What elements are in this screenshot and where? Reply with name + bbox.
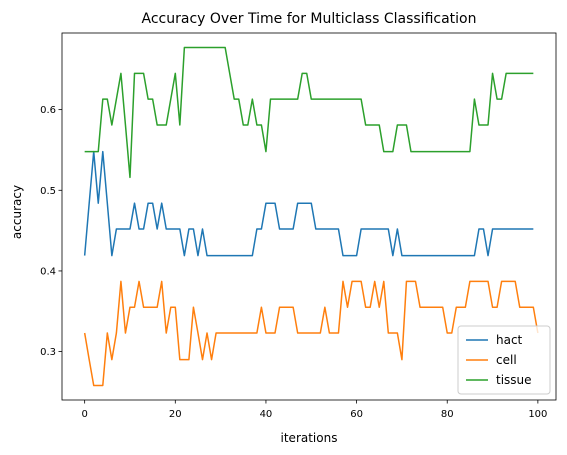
x-axis-label: iterations — [281, 431, 338, 445]
x-tick-label: 40 — [260, 409, 273, 420]
legend-box — [457, 325, 551, 395]
y-tick-label: 0.6 — [40, 105, 56, 116]
x-tick-label: 100 — [528, 409, 547, 420]
x-tick-label: 60 — [350, 409, 363, 420]
legend-label-tissue: tissue — [496, 373, 532, 387]
y-tick-label: 0.5 — [40, 186, 56, 197]
legend-label-cell: cell — [496, 353, 517, 367]
y-axis-label: accuracy — [10, 185, 24, 239]
series-line-cell — [83, 280, 539, 387]
y-tick-label: 0.4 — [40, 266, 56, 277]
plot-area: 0 20 40 60 80 100 0.3 0.4 0.5 0.6 hact cell tissue — [40, 32, 557, 420]
series-line-tissue — [84, 46, 534, 179]
x-tick-label: 80 — [441, 409, 454, 420]
x-tick-label: 20 — [169, 409, 182, 420]
chart-title: Accuracy Over Time for Multiclass Classi… — [142, 11, 477, 27]
plot-frame — [61, 32, 557, 401]
series-line-hact — [83, 150, 534, 257]
legend-label-hact: hact — [496, 333, 523, 347]
x-tick-label: 0 — [81, 409, 87, 420]
y-tick-label: 0.3 — [40, 347, 56, 358]
